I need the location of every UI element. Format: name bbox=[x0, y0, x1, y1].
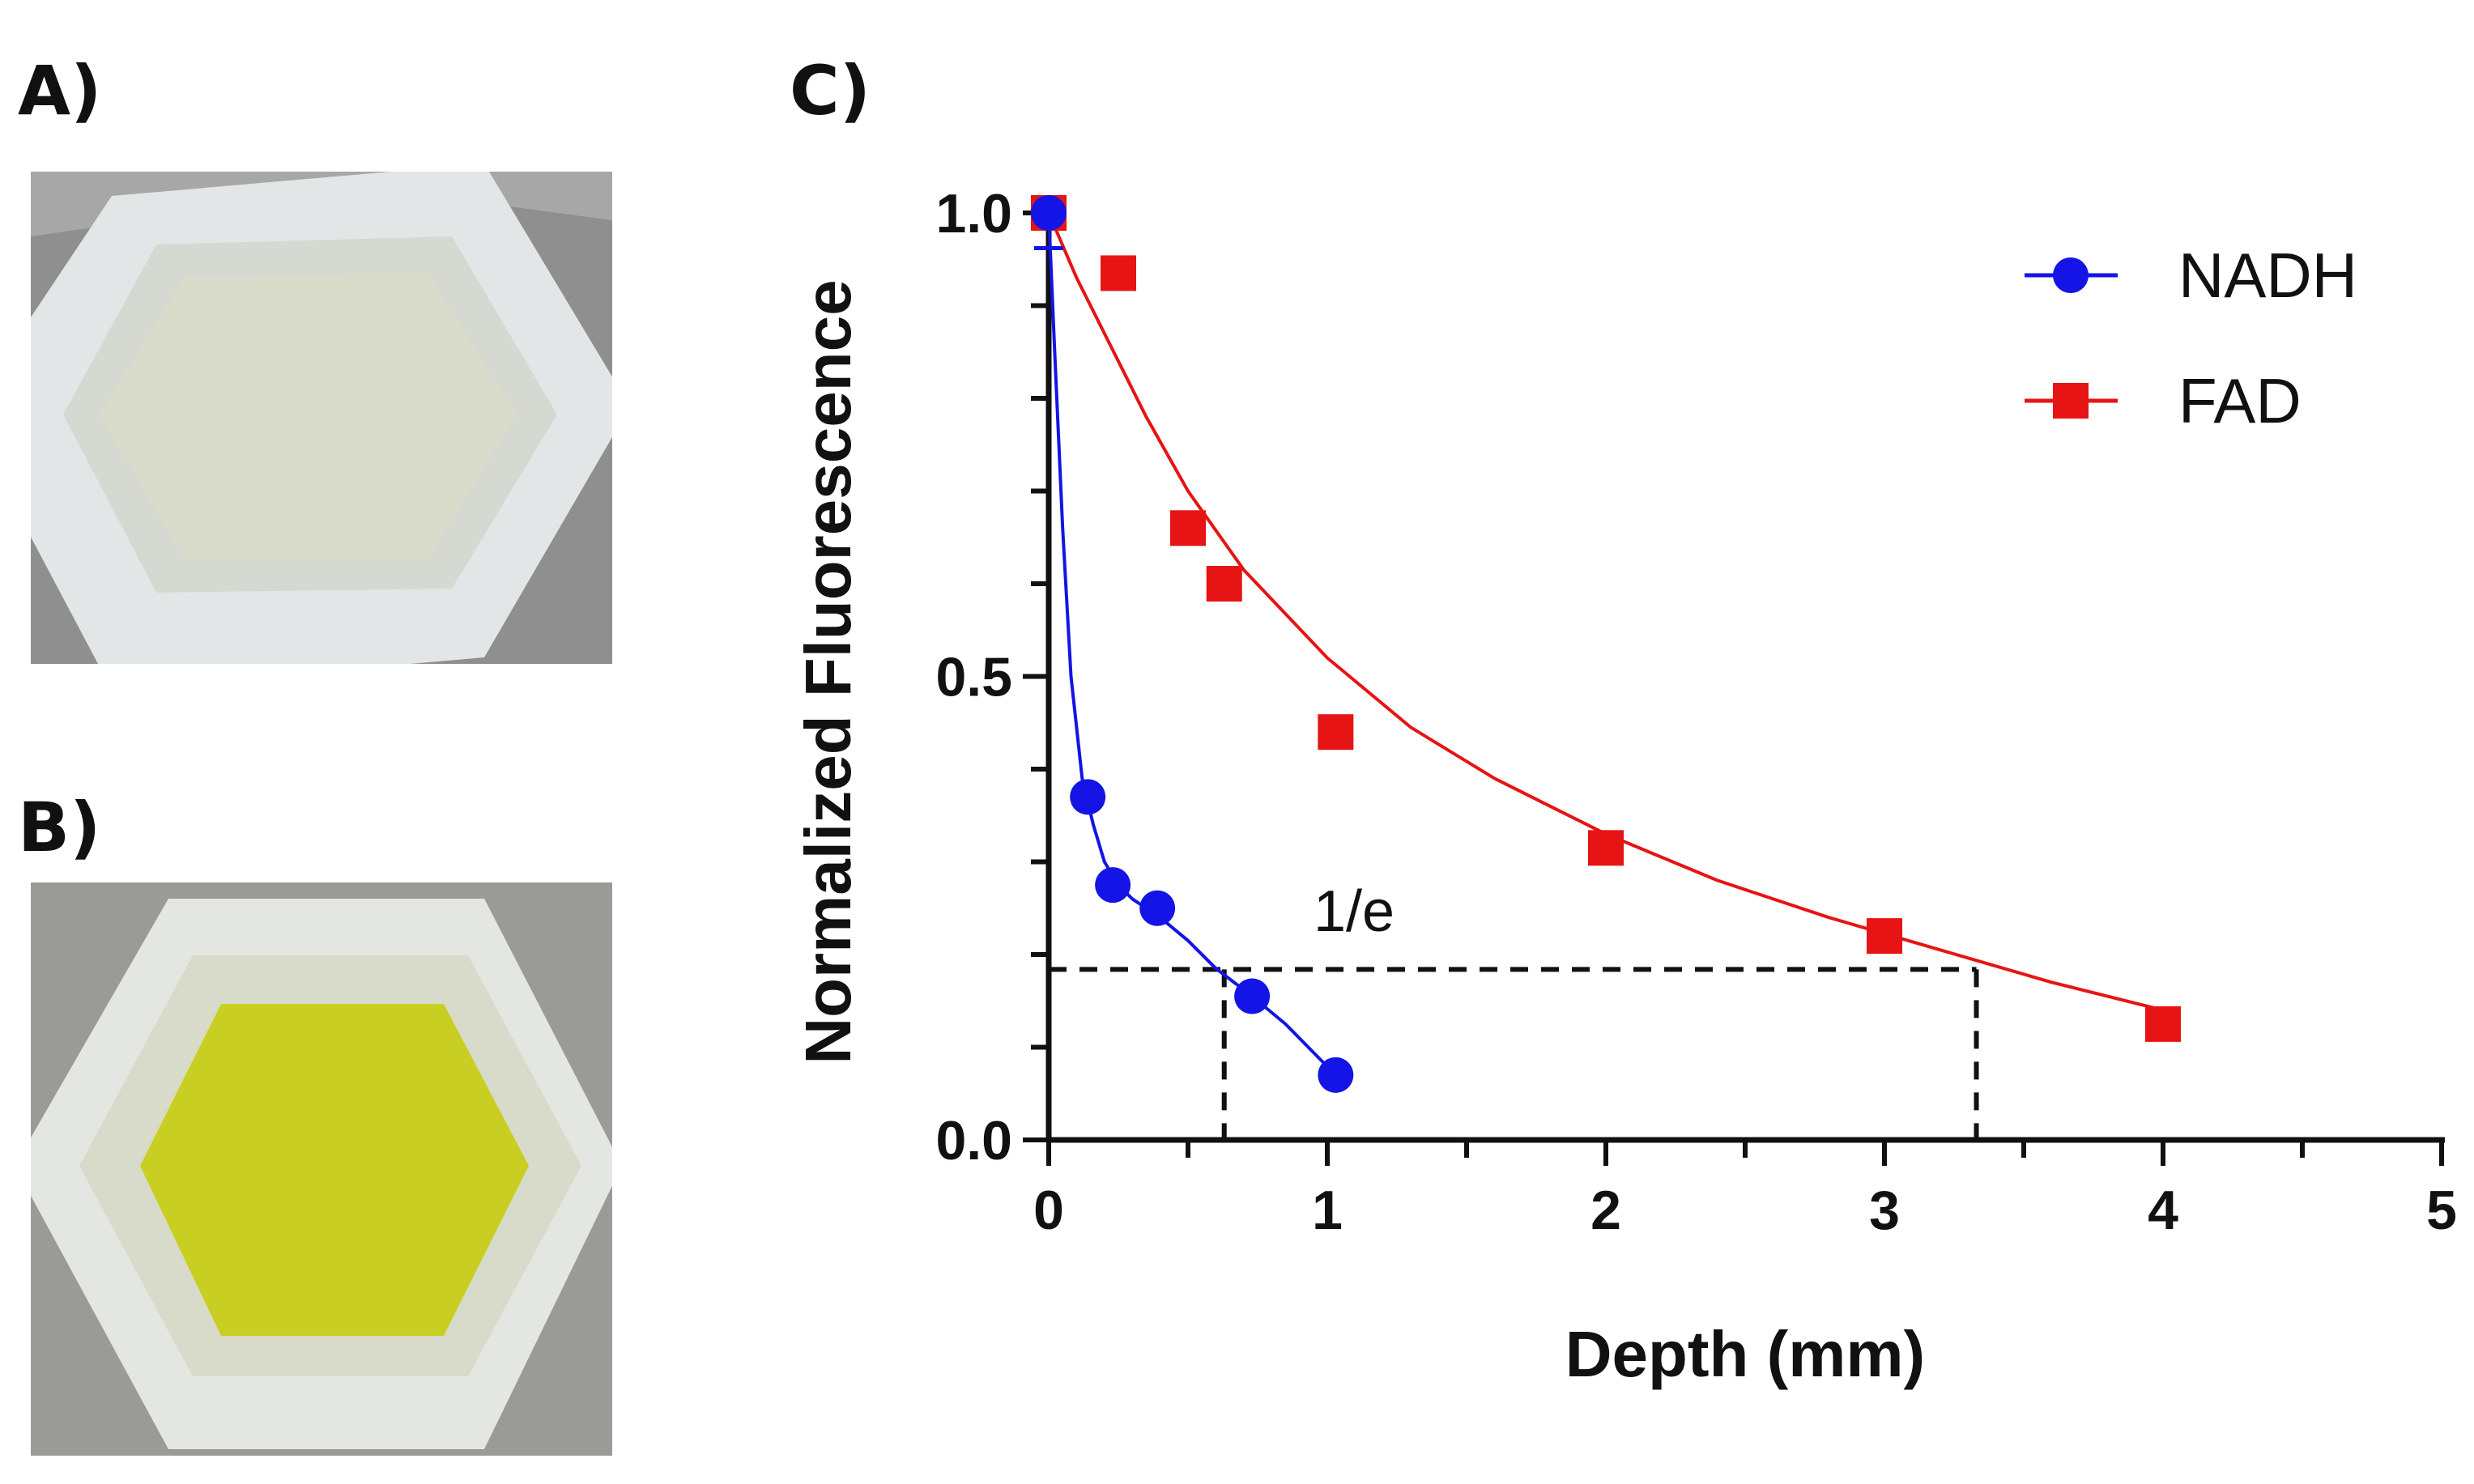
x-tick-label: 1 bbox=[1312, 1180, 1343, 1241]
fad-point bbox=[1170, 510, 1206, 546]
x-tick-label: 5 bbox=[2426, 1180, 2457, 1241]
y-axis-title: Normalized Fluorescence bbox=[792, 279, 864, 1064]
legend-label-nadh: NADH bbox=[2178, 240, 2357, 311]
fad-point bbox=[1101, 255, 1136, 291]
photo-b-drawing bbox=[31, 882, 612, 1456]
legend-marker-fad bbox=[2053, 383, 2089, 419]
nadh-point bbox=[1031, 195, 1067, 231]
y-tick-label: 0.5 bbox=[935, 647, 1012, 708]
threshold-lines bbox=[1049, 967, 1979, 1140]
x-tick-label: 2 bbox=[1590, 1180, 1621, 1241]
photo-a-empty-weigh-boat bbox=[31, 172, 612, 664]
nadh-point bbox=[1095, 867, 1131, 904]
fad-point bbox=[2145, 1006, 2181, 1042]
x-tick-label: 3 bbox=[1869, 1180, 1900, 1241]
nadh-point bbox=[1070, 779, 1106, 815]
legend-marker-nadh bbox=[2053, 257, 2089, 293]
fad-fit-curve bbox=[1047, 212, 2164, 1012]
panel-label-c: C) bbox=[790, 51, 871, 130]
legend-label-fad: FAD bbox=[2178, 365, 2302, 436]
fad-point bbox=[1206, 566, 1242, 602]
photo-a-drawing bbox=[31, 172, 612, 664]
x-tick-label: 4 bbox=[2148, 1180, 2178, 1241]
fad-point bbox=[1318, 714, 1354, 751]
chart-axes: 0 1 2 3 4 5 0.0 0.5 1.0 bbox=[935, 183, 2456, 1241]
nadh-point bbox=[1318, 1057, 1354, 1093]
x-axis-title: Depth (mm) bbox=[1565, 1318, 1925, 1390]
photo-b-filled-weigh-boat bbox=[31, 882, 612, 1456]
fit-curves bbox=[1047, 212, 2164, 1077]
legend: NADH FAD bbox=[2025, 240, 2357, 436]
fad-point bbox=[1588, 830, 1624, 866]
panel-label-a: A) bbox=[18, 51, 102, 130]
data-markers bbox=[1031, 195, 2181, 1093]
fad-point bbox=[1867, 918, 1902, 955]
nadh-point bbox=[1234, 978, 1271, 1014]
threshold-annotation: 1/e bbox=[1314, 879, 1395, 944]
panel-label-b: B) bbox=[18, 788, 101, 867]
y-tick-label: 0.0 bbox=[935, 1110, 1012, 1171]
nadh-fit-curve bbox=[1047, 212, 1337, 1077]
y-tick-label: 1.0 bbox=[935, 183, 1012, 244]
nadh-point bbox=[1139, 890, 1176, 926]
x-tick-label: 0 bbox=[1033, 1180, 1064, 1241]
